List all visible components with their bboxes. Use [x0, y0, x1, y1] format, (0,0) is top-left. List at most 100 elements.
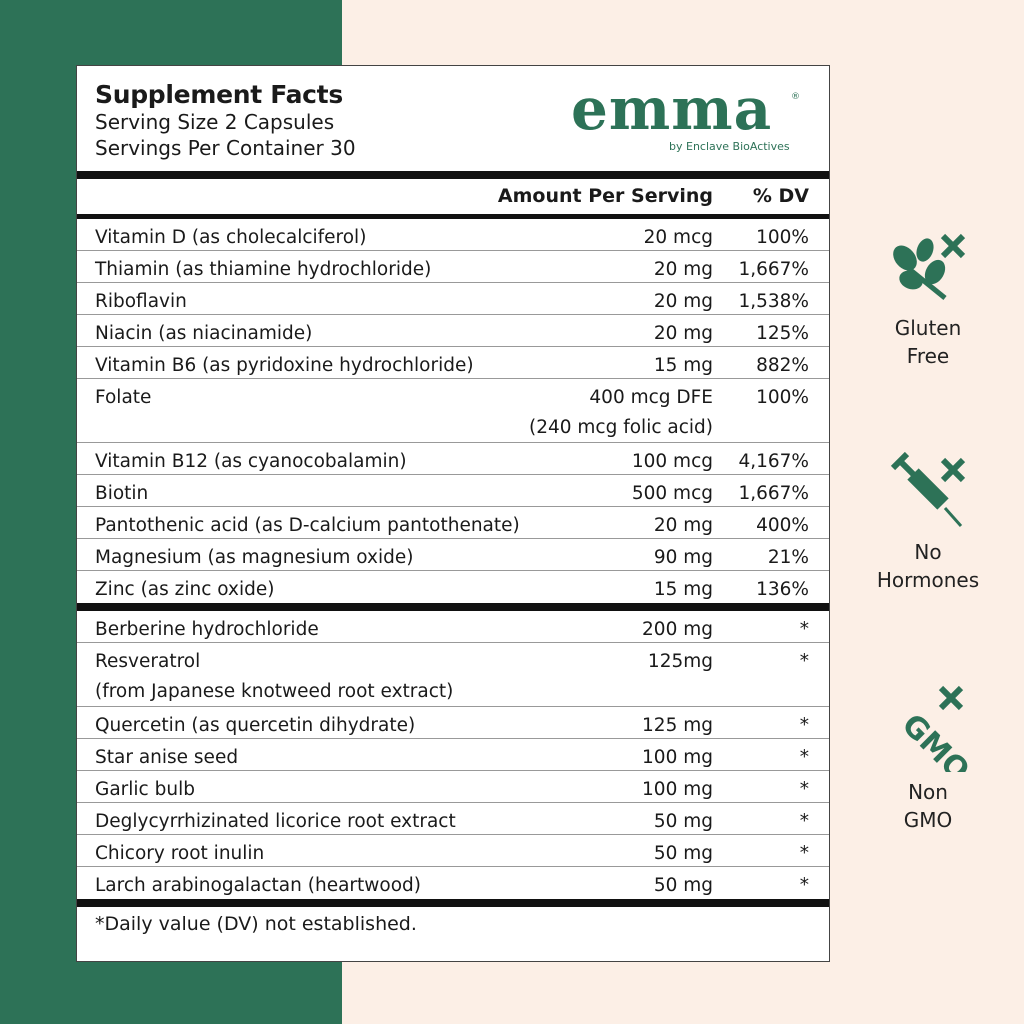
table-row: Magnesium (as magnesium oxide) 90 mg 21% [77, 539, 829, 571]
servings-per-container: Servings Per Container 30 [95, 136, 356, 160]
divider [77, 899, 829, 907]
table-row: Pantothenic acid (as D-calcium pantothen… [77, 507, 829, 539]
ingredient-name: Garlic bulb [95, 779, 195, 800]
ingredient-dv: 100% [756, 227, 809, 248]
table-row: Vitamin B6 (as pyridoxine hydrochloride)… [77, 347, 829, 379]
table-row: Zinc (as zinc oxide) 15 mg 136% [77, 571, 829, 603]
ingredient-name: Magnesium (as magnesium oxide) [95, 547, 414, 568]
badge-line2: Free [906, 344, 950, 368]
ingredient-name: Larch arabinogalactan (heartwood) [95, 875, 421, 896]
ingredient-dv: * [799, 875, 809, 896]
badge-line1: No [914, 540, 942, 564]
table-row: Thiamin (as thiamine hydrochloride) 20 mg… [77, 251, 829, 283]
table-row: Garlic bulb 100 mg * [77, 771, 829, 803]
ingredient-amount: 50 mg [653, 811, 713, 832]
ingredient-dv: * [799, 747, 809, 768]
table-row: Berberine hydrochloride 200 mg * [77, 611, 829, 643]
table-row: Folate 400 mcg DFE (240 mcg folic acid) 100… [77, 379, 829, 443]
divider [77, 214, 829, 219]
ingredient-name: Biotin [95, 483, 149, 504]
ingredient-name: Zinc (as zinc oxide) [95, 579, 275, 600]
table-row: Star anise seed 100 mg * [77, 739, 829, 771]
ingredient-amount: 100 mcg [631, 451, 713, 472]
ingredient-dv: 1,538% [738, 291, 809, 312]
ingredient-dv: * [799, 779, 809, 800]
ingredient-amount: 20 mg [653, 259, 713, 280]
ingredient-dv: * [799, 619, 809, 640]
ingredient-dv: 4,167% [738, 451, 809, 472]
ingredient-amount: 20 mg [653, 515, 713, 536]
table-row: Biotin 500 mcg 1,667% [77, 475, 829, 507]
ingredient-amount: 15 mg [653, 355, 713, 376]
ingredient-name: Vitamin B12 (as cyanocobalamin) [95, 451, 407, 472]
ingredient-name: Thiamin (as thiamine hydrochloride) [95, 259, 432, 280]
table-row: Chicory root inulin 50 mg * [77, 835, 829, 867]
table-row: Larch arabinogalactan (heartwood) 50 mg * [77, 867, 829, 899]
ingredient-dv: 136% [756, 579, 809, 600]
badge-gluten-free: Gluten Free [862, 228, 994, 370]
ingredient-name: Folate [95, 387, 152, 408]
ingredient-amount: 15 mg [653, 579, 713, 600]
amount-header: Amount Per Serving [497, 185, 713, 207]
ingredient-name: Resveratrol (from Japanese knotweed root … [95, 651, 454, 702]
divider [77, 603, 829, 611]
badge-non-gmo: GMO Non GMO [862, 682, 994, 834]
ingredient-name: Riboflavin [95, 291, 187, 312]
ingredient-amount: 125 mg [642, 715, 713, 736]
ingredient-amount: 125mg [647, 651, 713, 672]
table-row: Vitamin D (as cholecalciferol) 20 mcg 100% [77, 219, 829, 251]
ingredient-name: Deglycyrrhizinated licorice root extract [95, 811, 456, 832]
other-ingredients-list: Berberine hydrochloride 200 mg * Resveratro… [77, 611, 829, 899]
facts-header: Supplement Facts Serving Size 2 Capsules… [77, 66, 829, 171]
badge-no-hormones: No Hormones [862, 452, 994, 594]
ingredient-dv: 400% [756, 515, 809, 536]
badge-line2: GMO [903, 808, 953, 832]
ingredient-name: Vitamin D (as cholecalciferol) [95, 227, 367, 248]
table-row: Niacin (as niacinamide) 20 mg 125% [77, 315, 829, 347]
table-row: Quercetin (as quercetin dihydrate) 125 mg… [77, 707, 829, 739]
gmo-crossed-icon: GMO [895, 685, 973, 772]
syringe-crossed-icon [890, 452, 966, 527]
dv-header: % DV [752, 185, 809, 207]
ingredient-name: Chicory root inulin [95, 843, 265, 864]
ingredient-name: Vitamin B6 (as pyridoxine hydrochloride) [95, 355, 474, 376]
divider [77, 171, 829, 179]
brand-logo: emma [571, 75, 773, 143]
ingredient-dv: * [799, 651, 809, 672]
wheat-crossed-icon [893, 233, 966, 300]
serving-size: Serving Size 2 Capsules [95, 110, 335, 134]
ingredient-dv: 1,667% [738, 259, 809, 280]
column-headers: Amount Per Serving % DV [77, 179, 829, 214]
ingredient-amount: 50 mg [653, 843, 713, 864]
ingredient-dv: 125% [756, 323, 809, 344]
ingredient-dv: 882% [756, 355, 809, 376]
ingredient-amount: 500 mcg [631, 483, 713, 504]
badge-line1: Gluten [894, 316, 962, 340]
ingredient-dv: 100% [756, 387, 809, 408]
ingredient-amount: 100 mg [642, 747, 713, 768]
ingredient-name: Pantothenic acid (as D-calcium pantothen… [95, 515, 520, 536]
table-row: Riboflavin 20 mg 1,538% [77, 283, 829, 315]
brand-byline: by Enclave BioActives [669, 140, 790, 153]
registered-mark: ® [791, 92, 800, 102]
table-row: Deglycyrrhizinated licorice root extract… [77, 803, 829, 835]
ingredient-name: Star anise seed [95, 747, 239, 768]
supplement-facts-panel: Supplement Facts Serving Size 2 Capsules… [76, 65, 830, 962]
ingredient-amount: 100 mg [642, 779, 713, 800]
ingredient-dv: 1,667% [738, 483, 809, 504]
ingredient-name: Quercetin (as quercetin dihydrate) [95, 715, 416, 736]
vitamins-list: Vitamin D (as cholecalciferol) 20 mcg 100%… [77, 219, 829, 603]
ingredient-amount: 20 mg [653, 323, 713, 344]
footnote: *Daily value (DV) not established. [95, 913, 417, 935]
ingredient-amount: 400 mcg DFE (240 mcg folic acid) [529, 387, 713, 438]
ingredient-dv: * [799, 843, 809, 864]
ingredient-dv: * [799, 811, 809, 832]
ingredient-amount: 20 mg [653, 291, 713, 312]
ingredient-amount: 90 mg [653, 547, 713, 568]
badge-line1: Non [908, 780, 948, 804]
table-row: Resveratrol (from Japanese knotweed root … [77, 643, 829, 707]
ingredient-dv: * [799, 715, 809, 736]
facts-title: Supplement Facts [95, 80, 343, 109]
ingredient-amount: 50 mg [653, 875, 713, 896]
ingredient-name: Niacin (as niacinamide) [95, 323, 313, 344]
